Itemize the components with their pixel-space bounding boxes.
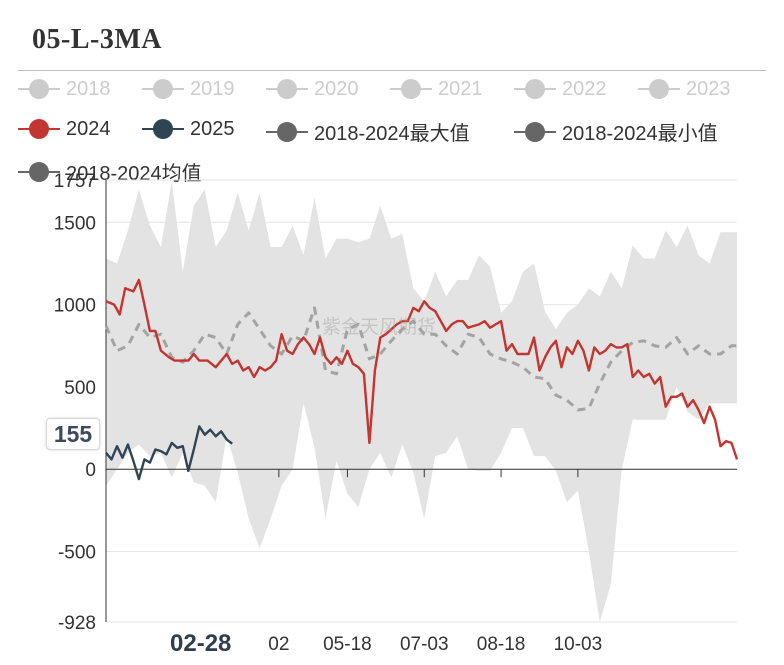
series-line-2024 (105, 278, 739, 460)
legend-label: 2018-2024最大值 (314, 123, 470, 145)
legend-item-2024[interactable]: 2024 (18, 117, 111, 141)
y-tick-label: 1000 (54, 296, 96, 317)
legend-item-min[interactable]: 2018-2024最小值 (514, 117, 718, 146)
legend-item-2021[interactable]: 2021 (390, 77, 483, 101)
y-tick-label: 1757 (54, 171, 96, 192)
x-axis-pointer-label: 02-28 (170, 630, 232, 657)
legend-item-2025[interactable]: 2025 (142, 117, 235, 141)
legend-marker-icon (638, 77, 680, 101)
series-line-2025 (105, 425, 233, 481)
legend-marker-icon (514, 77, 556, 101)
legend-marker-icon (18, 160, 60, 184)
legend-item-max[interactable]: 2018-2024最大值 (266, 117, 470, 146)
y-tick-label: -500 (58, 543, 96, 564)
legend-marker-icon (142, 77, 184, 101)
legend-item-2019[interactable]: 2019 (142, 77, 235, 101)
legend-marker-icon (266, 120, 308, 144)
series-line-2018-2024均值 (104, 306, 737, 412)
legend-label: 2023 (686, 77, 731, 100)
x-tick-label: 02 (268, 634, 289, 655)
legend-label: 2018-2024最小值 (562, 123, 718, 145)
chart-title: 05-L-3MA (32, 24, 162, 55)
y-tick-label: 500 (64, 378, 96, 399)
legend-item-2018[interactable]: 2018 (18, 77, 111, 101)
x-tick-label: 10-03 (554, 634, 603, 655)
legend-item-2022[interactable]: 2022 (514, 77, 607, 101)
x-tick-label: 05-18 (323, 634, 372, 655)
legend-marker-icon (390, 77, 432, 101)
legend-marker-icon (18, 117, 60, 141)
max-min-band (106, 181, 737, 623)
x-tick-label: 08-18 (477, 634, 526, 655)
legend-label: 2022 (562, 77, 607, 100)
legend-label: 2020 (314, 77, 359, 100)
legend-item-2023[interactable]: 2023 (638, 77, 731, 101)
legend-item-2020[interactable]: 2020 (266, 77, 359, 101)
legend-marker-icon (142, 117, 184, 141)
y-tick-label: -928 (58, 613, 96, 634)
legend-label: 2018 (66, 77, 111, 100)
y-tick-label: 1500 (54, 213, 96, 234)
legend-label: 2021 (438, 77, 483, 100)
title-divider (18, 70, 766, 71)
legend-marker-icon (514, 120, 556, 144)
y-axis-pointer-label: 155 (46, 418, 100, 450)
x-tick-label: 07-03 (400, 634, 449, 655)
legend-label: 2025 (190, 117, 235, 140)
watermark: 紫金天风期货 (322, 317, 437, 338)
legend-marker-icon (266, 77, 308, 101)
legend-label: 2019 (190, 77, 235, 100)
legend-marker-icon (18, 77, 60, 101)
legend-label: 2024 (66, 117, 111, 140)
y-tick-label: 0 (85, 460, 96, 481)
